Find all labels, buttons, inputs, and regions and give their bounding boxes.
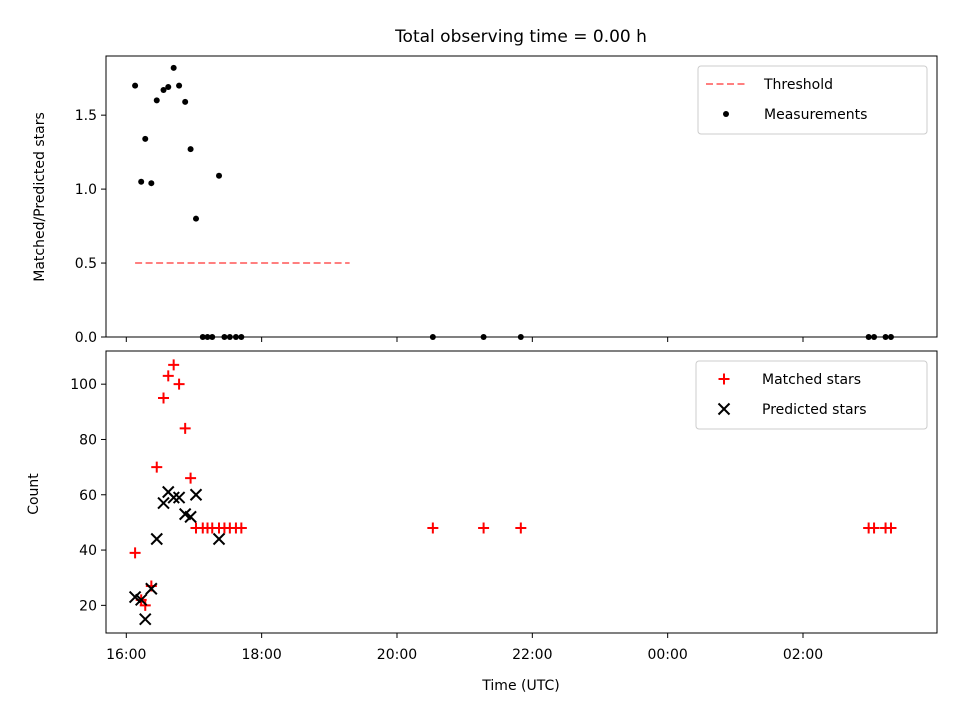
figure-title: Total observing time = 0.00 h xyxy=(394,27,647,47)
x-axis-label: Time (UTC) xyxy=(481,678,559,694)
measurements-point xyxy=(142,135,149,142)
top-panel-ratio: 0.0 0.5 1.0 1.5 Matched/Predicted stars Thr… xyxy=(32,55,938,346)
predicted-stars-point xyxy=(184,510,197,524)
measurements-point xyxy=(182,98,189,105)
matched-stars-point xyxy=(151,461,163,473)
x-tick-label: 20:00 xyxy=(377,647,417,663)
y-tick-label: 80 xyxy=(79,432,97,448)
bottom-panel-y-axis-label: Count xyxy=(26,473,42,515)
top-panel-axes: 0.0 0.5 1.0 1.5 xyxy=(75,108,804,346)
x-tick-label: 22:00 xyxy=(512,647,552,663)
predicted-stars-point xyxy=(157,496,170,510)
predicted-stars-point xyxy=(145,582,158,595)
matched-stars-point xyxy=(129,547,141,559)
bottom-panel-legend: Matched stars Predicted stars xyxy=(695,360,928,430)
x-tick-label: 02:00 xyxy=(783,647,823,663)
predicted-stars-point xyxy=(139,612,152,626)
legend-label: Predicted stars xyxy=(762,402,867,418)
x-tick-label: 00:00 xyxy=(647,647,687,663)
measurements-point xyxy=(138,178,145,185)
measurements-point xyxy=(193,215,200,222)
measurements-point xyxy=(176,82,183,89)
y-tick-label: 0.0 xyxy=(75,330,97,346)
bottom-panel-frame xyxy=(105,350,938,634)
measurements-point xyxy=(187,146,194,153)
legend-label: Measurements xyxy=(764,107,867,123)
y-tick-label: 60 xyxy=(79,488,97,504)
measurements-point xyxy=(165,84,172,91)
predicted-stars-point xyxy=(150,532,163,546)
predicted-stars-point xyxy=(128,590,142,604)
measurements-point xyxy=(153,97,160,104)
predicted-stars-point xyxy=(167,491,180,504)
measurements-point xyxy=(132,82,139,89)
matched-stars-point xyxy=(173,378,185,390)
matched-stars-point xyxy=(162,370,174,382)
predicted-stars-point xyxy=(189,488,203,501)
matched-stars-point xyxy=(515,522,527,534)
measurements-point xyxy=(160,87,167,94)
y-tick-label: 1.5 xyxy=(75,108,97,124)
top-panel-legend: Threshold Measurements xyxy=(697,65,928,135)
matched-stars-point xyxy=(185,472,197,484)
legend-matched-stars-swatch xyxy=(718,373,730,385)
x-tick-label: 18:00 xyxy=(241,647,281,663)
legend-box xyxy=(695,360,928,430)
predicted-stars-point xyxy=(212,532,226,546)
measurements-point xyxy=(148,180,155,187)
y-tick-label: 20 xyxy=(79,598,97,614)
y-tick-label: 1.0 xyxy=(75,182,97,198)
legend-box xyxy=(697,65,928,135)
bottom-panel-plot-area xyxy=(128,359,897,626)
x-tick-label: 16:00 xyxy=(106,647,146,663)
matched-stars-point xyxy=(139,599,151,611)
y-tick-label: 100 xyxy=(70,377,97,393)
legend-measurements-swatch xyxy=(723,111,729,117)
y-tick-label: 0.5 xyxy=(75,256,97,272)
measurements-point xyxy=(170,64,177,71)
legend-predicted-stars-swatch xyxy=(717,402,731,416)
top-panel-frame xyxy=(105,55,938,338)
top-panel-y-axis-label: Matched/Predicted stars xyxy=(32,112,48,282)
matched-stars-point xyxy=(427,522,439,534)
matched-stars-point xyxy=(235,522,247,534)
y-tick-label: 40 xyxy=(79,543,97,559)
predicted-stars-point xyxy=(172,491,186,504)
predicted-stars-point xyxy=(134,593,148,607)
matched-stars-point xyxy=(868,522,880,534)
top-panel-plot-area xyxy=(132,64,894,340)
bottom-panel-counts: 20 40 60 80 100 16:00 18:00 20:00 22:00 00:00 02:0… xyxy=(26,350,938,694)
matched-stars-point xyxy=(885,522,897,534)
matched-stars-point xyxy=(168,359,180,371)
matched-stars-point xyxy=(179,422,191,434)
measurements-point xyxy=(216,172,223,179)
bottom-panel-axes: 20 40 60 80 100 16:00 18:00 20:00 22:00 00:00 02:0… xyxy=(70,377,823,663)
legend-label: Threshold xyxy=(763,77,833,93)
matched-stars-point xyxy=(158,392,170,404)
matched-stars-point xyxy=(478,522,490,534)
legend-label: Matched stars xyxy=(762,372,861,388)
